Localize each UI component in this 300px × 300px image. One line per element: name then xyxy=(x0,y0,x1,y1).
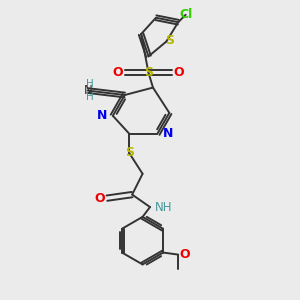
Text: N: N xyxy=(97,109,107,122)
Text: Cl: Cl xyxy=(179,8,192,21)
Text: O: O xyxy=(180,248,190,261)
Text: H: H xyxy=(86,79,94,89)
Text: O: O xyxy=(174,66,184,79)
Text: S: S xyxy=(165,34,174,47)
Text: H: H xyxy=(86,92,94,102)
Text: N: N xyxy=(84,84,93,97)
Text: N: N xyxy=(163,127,173,140)
Text: NH: NH xyxy=(155,201,173,214)
Text: S: S xyxy=(125,146,134,160)
Text: S: S xyxy=(144,66,153,79)
Text: O: O xyxy=(112,66,123,79)
Text: O: O xyxy=(95,192,105,205)
